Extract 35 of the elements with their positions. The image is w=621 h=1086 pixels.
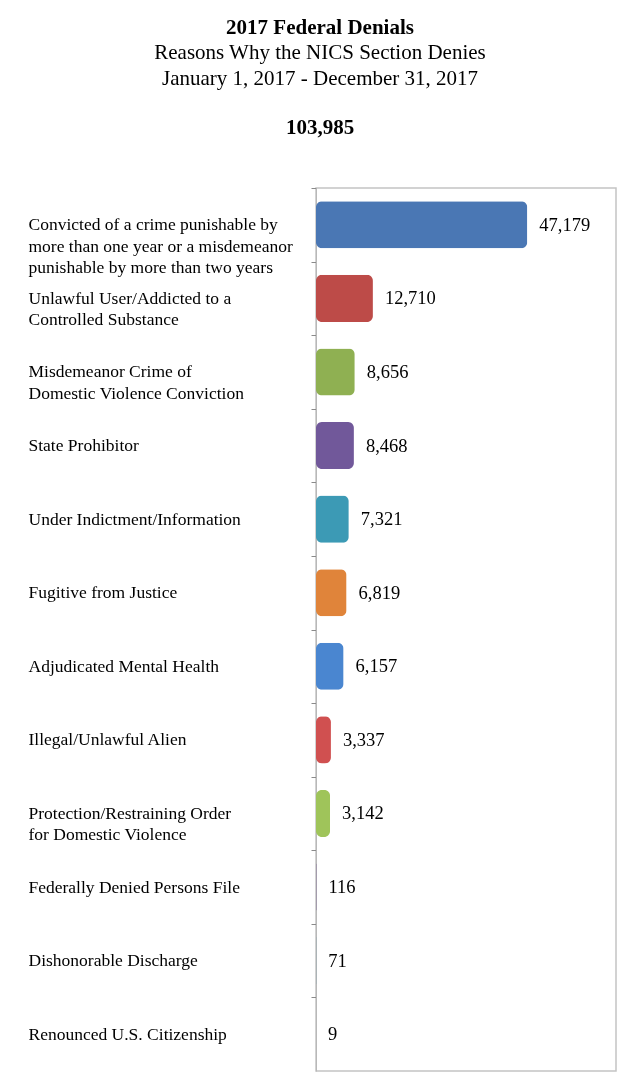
- bar: [316, 569, 347, 617]
- bar: [316, 642, 344, 690]
- y-tick-label: Unlawful User/Addicted to a Controlled Substance: [28, 287, 232, 330]
- bar: [316, 348, 355, 396]
- data-label: 71: [328, 950, 347, 971]
- data-label: 8,656: [366, 361, 409, 382]
- y-tick-label: Protection/Restraining Order for Domestic Violence: [28, 802, 232, 845]
- data-label: 47,179: [539, 214, 591, 235]
- y-tick-label: Under Indictment/Information: [28, 508, 242, 529]
- y-tick-label: Dishonorable Discharge: [28, 950, 199, 971]
- data-label: 7,321: [360, 509, 403, 530]
- chart-title: 2017 Federal Denials: [226, 15, 414, 39]
- data-label: 3,142: [342, 803, 384, 824]
- y-tick-label: Renounced U.S. Citizenship: [28, 1023, 228, 1044]
- chart-subtitle: Reasons Why the NICS Section Denies January 1, 2017 - December 31, 2017: [154, 40, 486, 90]
- bar: [316, 201, 528, 249]
- y-tick-label: Convicted of a crime punishable by more than one year or a misdemeanor punishable by more than two years: [28, 214, 294, 278]
- data-label: 6,819: [358, 582, 401, 603]
- y-tick-label: Fugitive from Justice: [28, 582, 178, 603]
- y-tick-label: Misdemeanor Crime of Domestic Violence Conviction: [28, 361, 245, 403]
- data-label: 9: [328, 1024, 338, 1045]
- y-tick-label: State Prohibitor: [28, 435, 140, 456]
- y-tick-label: Illegal/Unlawful Alien: [28, 729, 187, 750]
- data-label: 116: [328, 877, 356, 898]
- text: 103,985: [285, 115, 355, 139]
- y-tick-label: Federally Denied Persons File: [28, 876, 241, 897]
- y-tick-label: Adjudicated Mental Health: [28, 655, 220, 676]
- data-label: 6,157: [355, 656, 398, 677]
- bar: [316, 421, 354, 470]
- bar: [316, 789, 331, 838]
- bar: [316, 274, 373, 322]
- data-label: 12,710: [384, 288, 436, 309]
- data-label: 3,337: [342, 729, 385, 750]
- data-label: 8,468: [365, 435, 408, 456]
- bar: [316, 495, 349, 543]
